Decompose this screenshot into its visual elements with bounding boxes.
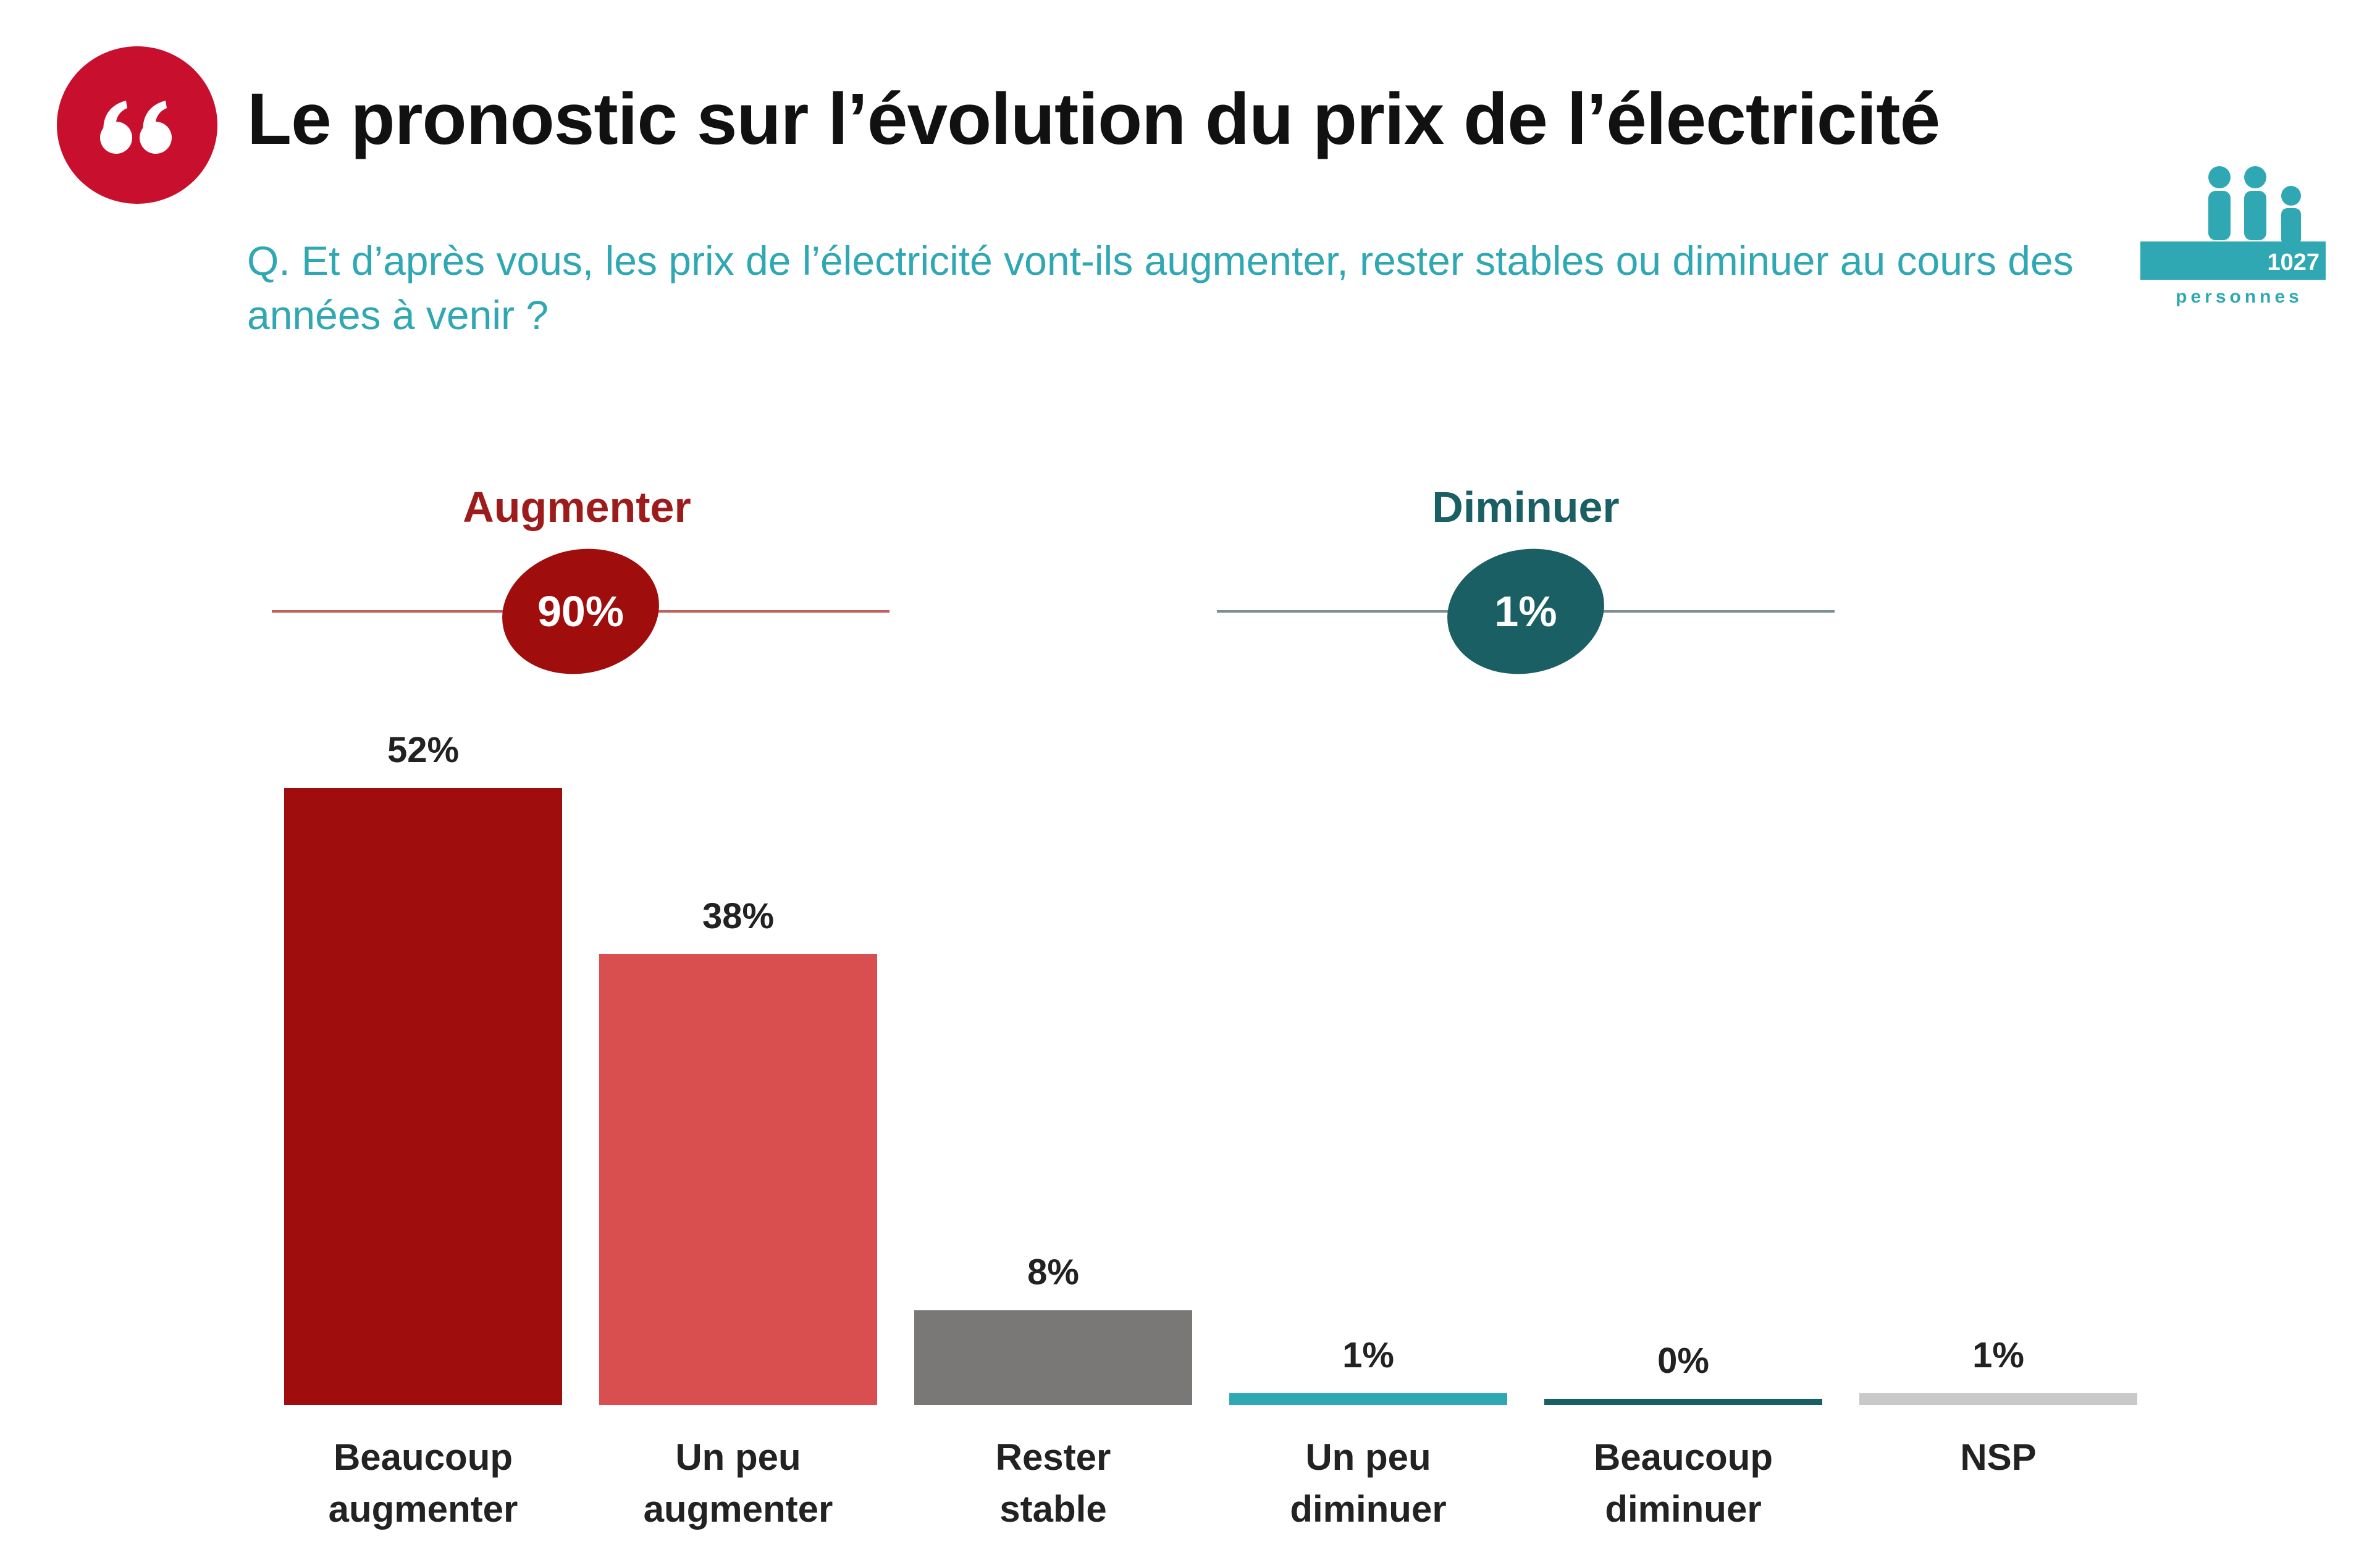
value-label-5: 1%	[1972, 1335, 2024, 1375]
sample-label: personnes	[2176, 287, 2303, 307]
value-label-4: 0%	[1657, 1341, 1709, 1381]
bar-1	[599, 954, 877, 1405]
value-label-2: 8%	[1027, 1252, 1079, 1292]
sample-size-badge: 1027 personnes	[2140, 166, 2326, 307]
sample-count: 1027	[2267, 249, 2319, 275]
category-label-4-0: Beaucoup	[1594, 1436, 1773, 1478]
group-total-0: 90%	[537, 587, 624, 635]
value-label-1: 38%	[702, 896, 774, 936]
group-label-1: Diminuer	[1432, 483, 1619, 531]
survey-question: Q. Et d’après vous, les prix de l’électr…	[247, 238, 2074, 338]
group-total-1: 1%	[1494, 587, 1557, 635]
category-label-3-0: Un peu	[1305, 1436, 1431, 1478]
bar-3	[1229, 1393, 1507, 1405]
category-label-3-1: diminuer	[1290, 1488, 1446, 1530]
category-label-1-1: augmenter	[644, 1488, 833, 1530]
value-label-0: 52%	[387, 730, 459, 770]
value-label-3: 1%	[1342, 1335, 1394, 1375]
people-icon	[2140, 166, 2326, 280]
page-title: Le pronostic sur l’évolution du prix de …	[247, 78, 1940, 160]
bar-5	[1859, 1393, 2137, 1405]
bar-0	[284, 788, 562, 1405]
category-label-0-1: augmenter	[329, 1488, 518, 1530]
group-label-0: Augmenter	[463, 483, 691, 531]
bar-4	[1544, 1399, 1822, 1405]
bar-2	[914, 1310, 1192, 1405]
quote-badge	[57, 46, 217, 204]
category-label-0-0: Beaucoup	[334, 1436, 513, 1478]
category-label-5-0: NSP	[1960, 1436, 2036, 1478]
category-label-2-0: Rester	[996, 1436, 1111, 1478]
category-label-1-0: Un peu	[675, 1436, 801, 1478]
group-total-badge-1	[1447, 548, 1604, 674]
quote-icon	[100, 101, 172, 154]
category-label-4-1: diminuer	[1605, 1488, 1761, 1530]
group-total-badge-0	[502, 548, 659, 674]
category-label-2-1: stable	[999, 1488, 1106, 1530]
